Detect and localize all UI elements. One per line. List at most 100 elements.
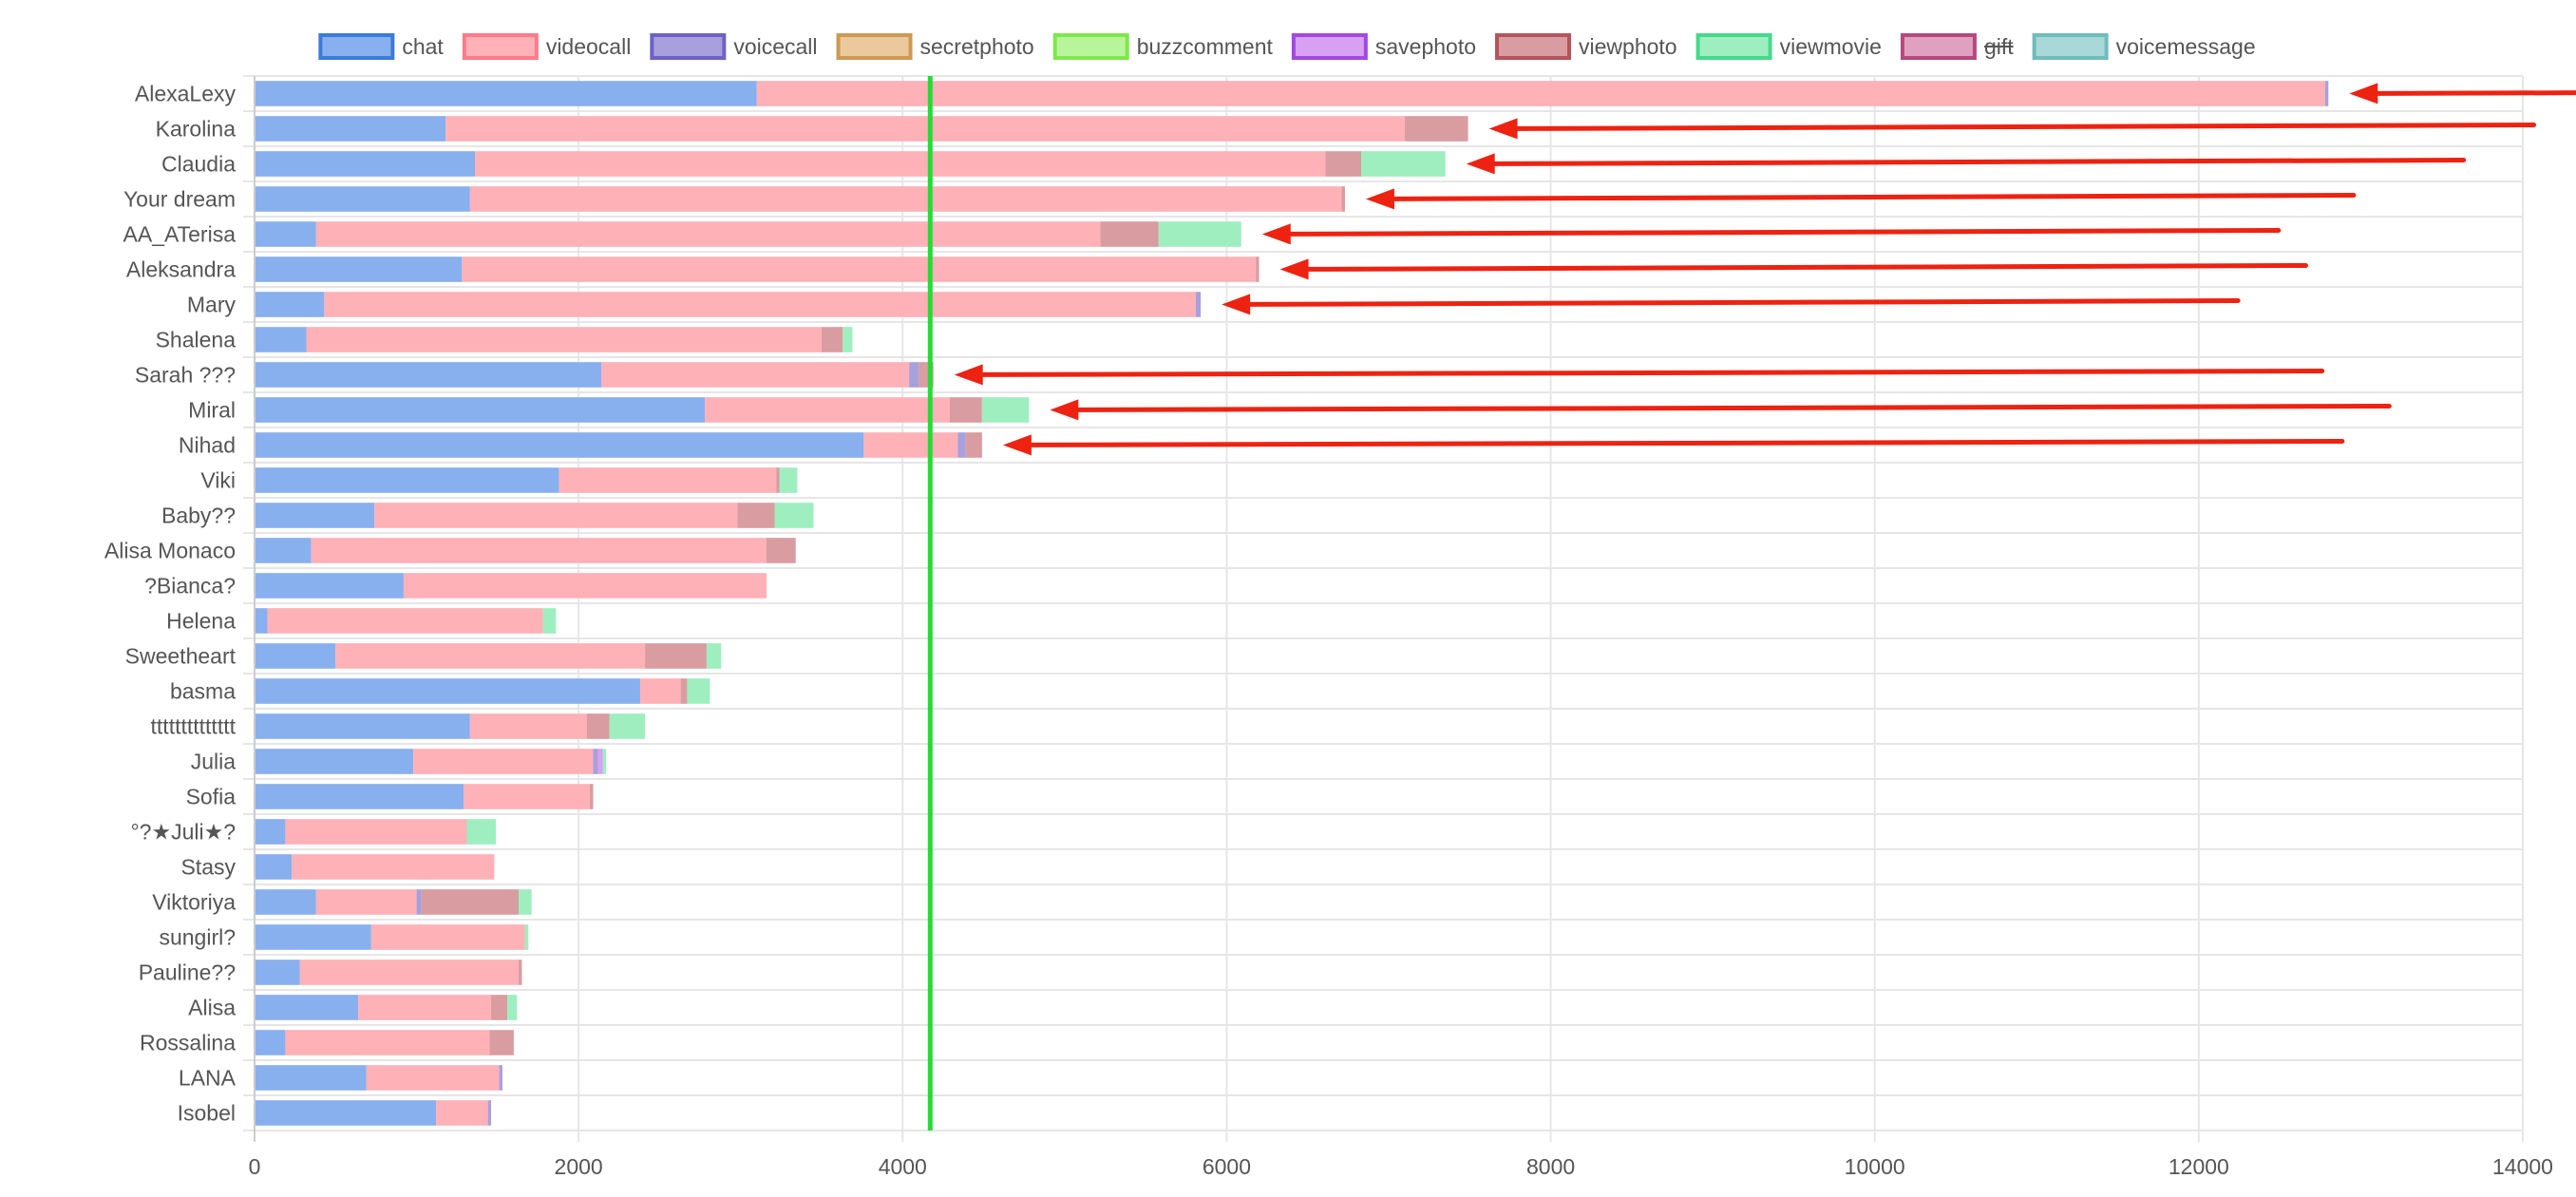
bar-segment-viewphoto[interactable] (491, 995, 508, 1020)
bar-segment-chat[interactable] (255, 292, 325, 317)
legend-item-videocall[interactable]: videocall (462, 33, 632, 60)
bar-segment-chat[interactable] (255, 221, 316, 247)
bar-segment-videocall[interactable] (445, 116, 1406, 142)
bar-segment-chat[interactable] (255, 186, 470, 212)
legend-item-voicemessage[interactable]: voicemessage (2032, 33, 2256, 60)
bar-segment-chat[interactable] (255, 327, 307, 352)
bar-segment-chat[interactable] (255, 1030, 286, 1055)
bar-segment-voicecall[interactable] (499, 1065, 502, 1091)
bar-segment-videocall[interactable] (306, 327, 822, 352)
bar-segment-viewphoto[interactable] (645, 643, 707, 669)
bar-segment-chat[interactable] (255, 151, 475, 177)
bar-segment-chat[interactable] (255, 116, 446, 142)
bar-segment-viewphoto[interactable] (949, 397, 982, 423)
bar-segment-viewmovie[interactable] (981, 397, 1030, 423)
bar-segment-viewphoto[interactable] (776, 467, 780, 493)
bar-segment-viewphoto[interactable] (680, 678, 688, 704)
bar-segment-viewphoto[interactable] (519, 960, 522, 985)
bar-segment-viewmovie[interactable] (779, 467, 798, 493)
bar-segment-chat[interactable] (255, 713, 470, 739)
bar-segment-videocall[interactable] (267, 608, 543, 634)
bar-segment-videocall[interactable] (559, 467, 777, 493)
bar-segment-viewphoto[interactable] (737, 503, 775, 528)
bar-segment-videocall[interactable] (863, 432, 958, 458)
legend-item-buzzcomment[interactable]: buzzcomment (1052, 33, 1274, 60)
bar-segment-viewmovie[interactable] (524, 924, 529, 950)
bar-segment-chat[interactable] (255, 1100, 437, 1126)
legend-item-viewphoto[interactable]: viewphoto (1495, 33, 1677, 60)
bar-segment-viewmovie[interactable] (609, 713, 646, 739)
legend-item-gift[interactable]: gift (1900, 33, 2014, 60)
bar-segment-videocall[interactable] (285, 1030, 490, 1055)
legend-item-savephoto[interactable]: savephoto (1291, 33, 1476, 60)
bar-segment-viewmovie[interactable] (466, 819, 497, 845)
bar-segment-videocall[interactable] (315, 889, 417, 915)
bar-segment-chat[interactable] (255, 643, 336, 669)
bar-segment-videocall[interactable] (462, 256, 1257, 282)
bar-segment-chat[interactable] (255, 538, 312, 563)
bar-segment-videocall[interactable] (311, 538, 767, 563)
bar-segment-videocall[interactable] (436, 1100, 488, 1126)
bar-segment-chat[interactable] (255, 889, 316, 915)
bar-segment-videocall[interactable] (403, 573, 767, 598)
bar-segment-viewphoto[interactable] (1256, 256, 1260, 282)
bar-segment-viewmovie[interactable] (542, 608, 557, 634)
bar-segment-voicecall[interactable] (416, 889, 422, 915)
bar-segment-viewmovie[interactable] (843, 327, 853, 352)
bar-segment-voicecall[interactable] (593, 749, 598, 774)
bar-segment-videocall[interactable] (413, 749, 594, 774)
bar-segment-viewmovie[interactable] (507, 995, 518, 1020)
bar-segment-videocall[interactable] (374, 503, 738, 528)
bar-segment-viewphoto[interactable] (1100, 221, 1159, 247)
bar-segment-voicecall[interactable] (1196, 292, 1202, 317)
bar-segment-viewmovie[interactable] (706, 643, 722, 669)
bar-segment-voicecall[interactable] (909, 362, 919, 388)
bar-segment-chat[interactable] (255, 784, 464, 809)
bar-segment-videocall[interactable] (315, 221, 1101, 247)
bar-segment-viewphoto[interactable] (1341, 186, 1345, 212)
bar-segment-voicecall[interactable] (2324, 81, 2329, 106)
bar-segment-chat[interactable] (255, 749, 414, 774)
bar-segment-chat[interactable] (255, 960, 300, 985)
bar-segment-videocall[interactable] (292, 854, 495, 880)
bar-segment-videocall[interactable] (370, 924, 525, 950)
bar-segment-chat[interactable] (255, 573, 404, 598)
bar-segment-viewmovie[interactable] (1361, 151, 1446, 177)
bar-segment-chat[interactable] (255, 819, 286, 845)
legend-item-chat[interactable]: chat (318, 33, 444, 60)
legend-item-voicecall[interactable]: voicecall (650, 33, 818, 60)
bar-segment-videocall[interactable] (469, 713, 587, 739)
bar-segment-voicecall[interactable] (487, 1100, 492, 1126)
bar-segment-videocall[interactable] (705, 397, 950, 423)
bar-segment-videocall[interactable] (469, 186, 1342, 212)
bar-segment-videocall[interactable] (639, 678, 681, 704)
bar-segment-viewphoto[interactable] (965, 432, 982, 458)
legend-item-secretphoto[interactable]: secretphoto (836, 33, 1034, 60)
bar-segment-chat[interactable] (255, 362, 602, 388)
bar-segment-viewphoto[interactable] (1325, 151, 1362, 177)
bar-segment-chat[interactable] (255, 397, 706, 423)
bar-segment-chat[interactable] (255, 503, 375, 528)
bar-segment-chat[interactable] (255, 432, 864, 458)
bar-segment-videocall[interactable] (474, 151, 1326, 177)
bar-segment-chat[interactable] (255, 467, 559, 493)
bar-segment-videocall[interactable] (335, 643, 646, 669)
bar-segment-viewphoto[interactable] (590, 784, 594, 809)
bar-segment-videocall[interactable] (601, 362, 910, 388)
bar-segment-chat[interactable] (255, 1065, 367, 1091)
bar-segment-chat[interactable] (255, 854, 293, 880)
bar-segment-viewmovie[interactable] (687, 678, 710, 704)
bar-segment-videocall[interactable] (358, 995, 492, 1020)
bar-segment-videocall[interactable] (464, 784, 591, 809)
bar-segment-chat[interactable] (255, 256, 463, 282)
bar-segment-chat[interactable] (255, 81, 757, 106)
legend-item-viewmovie[interactable]: viewmovie (1695, 33, 1882, 60)
bar-segment-videocall[interactable] (299, 960, 520, 985)
bar-segment-chat[interactable] (255, 678, 640, 704)
bar-segment-videocall[interactable] (366, 1065, 500, 1091)
bar-segment-viewmovie[interactable] (519, 889, 532, 915)
bar-segment-videocall[interactable] (756, 81, 2325, 106)
bar-segment-viewphoto[interactable] (421, 889, 520, 915)
bar-segment-viewphoto[interactable] (586, 713, 610, 739)
bar-segment-chat[interactable] (255, 995, 359, 1020)
